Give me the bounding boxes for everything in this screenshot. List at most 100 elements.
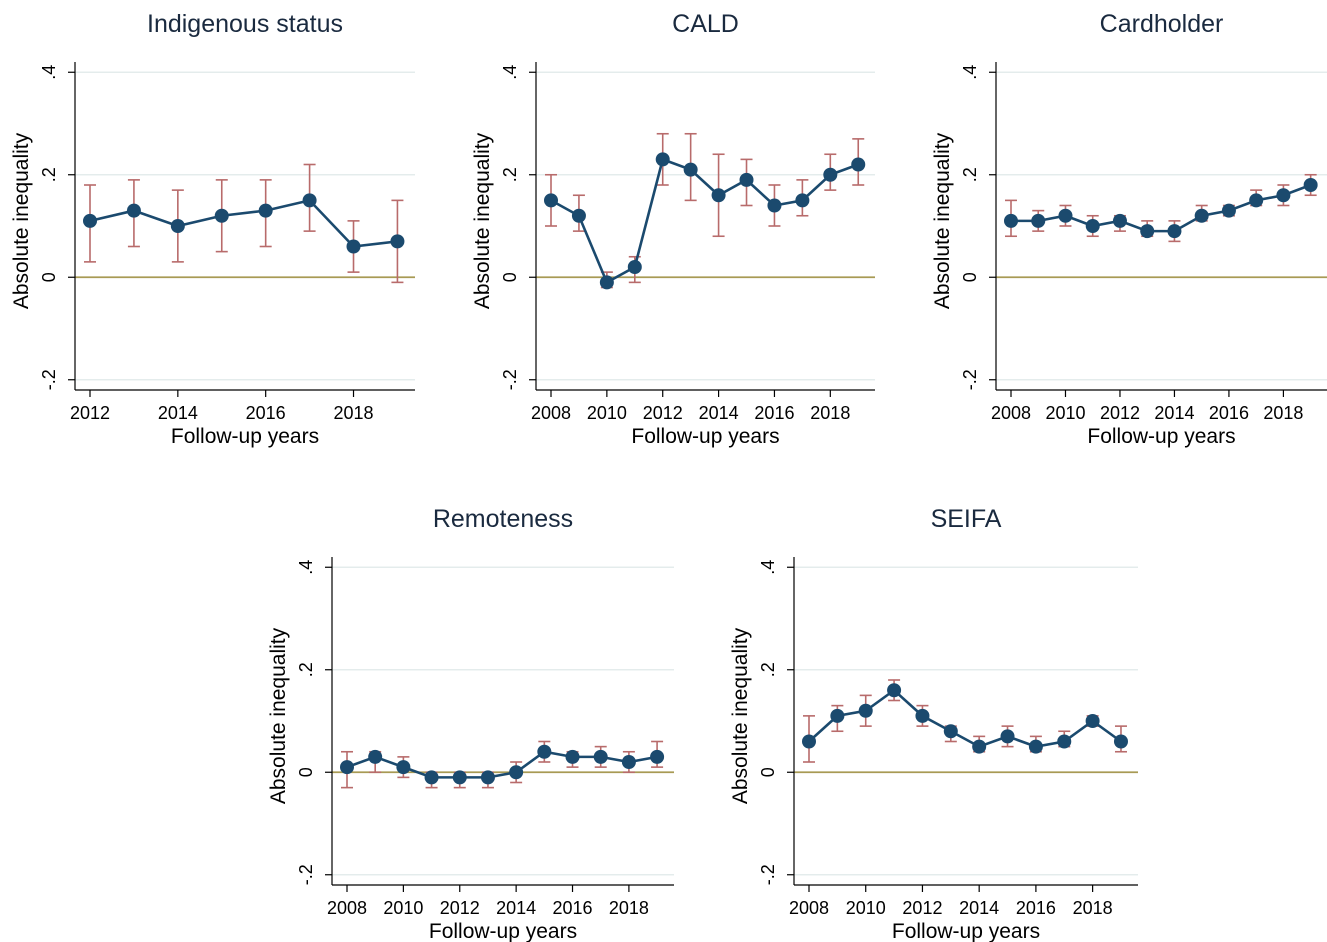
data-point bbox=[83, 213, 97, 228]
y-axis-label: Absolute inequality bbox=[931, 132, 954, 309]
y-tick-label: .2 bbox=[500, 167, 520, 182]
data-point bbox=[802, 734, 816, 749]
data-point bbox=[1057, 734, 1072, 749]
series-line bbox=[1011, 183, 1312, 233]
x-tick-label: 2016 bbox=[552, 898, 592, 918]
chart-title: Indigenous status bbox=[147, 10, 343, 38]
data-point bbox=[126, 203, 141, 218]
data-point bbox=[593, 749, 608, 764]
data-point bbox=[887, 683, 902, 698]
x-tick-label: 2012 bbox=[902, 898, 942, 918]
chart-panel-1: -.2 0 .2 .4 2012 2014 2016 2018 Indigenous statu… bbox=[10, 10, 415, 448]
data-point bbox=[1028, 739, 1043, 754]
x-axis-label: Follow-up years bbox=[1087, 425, 1235, 448]
x-tick-label: 2018 bbox=[1263, 403, 1303, 423]
x-tick-label: 2018 bbox=[333, 403, 373, 423]
data-point bbox=[424, 770, 439, 785]
data-point bbox=[1085, 714, 1100, 728]
data-point bbox=[170, 219, 185, 233]
x-tick-label: 2014 bbox=[959, 898, 999, 918]
x-tick-label: 2008 bbox=[531, 403, 571, 423]
data-point bbox=[830, 708, 845, 723]
data-point bbox=[1113, 734, 1128, 749]
x-tick-label: 2012 bbox=[440, 898, 480, 918]
data-point bbox=[650, 749, 665, 764]
x-tick-label: 2018 bbox=[810, 403, 850, 423]
x-tick-label: 2008 bbox=[789, 898, 829, 918]
data-point bbox=[1004, 213, 1018, 228]
chart-panel-2: -.2 0 .2 .4 2008 2010 2012 2014 2016 2018 CALD Foll… bbox=[471, 10, 875, 448]
data-point bbox=[739, 172, 754, 187]
x-tick-label: 2014 bbox=[158, 403, 198, 423]
y-tick-label: .2 bbox=[296, 662, 316, 677]
y-tick-label: 0 bbox=[758, 767, 778, 777]
data-point bbox=[368, 749, 383, 764]
chart-panel-3: -.2 0 .2 .4 2008 2010 2012 2014 2016 2018 Cardhold… bbox=[931, 10, 1327, 448]
data-point bbox=[972, 739, 987, 754]
series-line bbox=[346, 750, 658, 779]
y-tick-label: -.2 bbox=[960, 369, 980, 390]
x-tick-label: 2012 bbox=[643, 403, 683, 423]
data-point bbox=[621, 755, 636, 769]
x-axis-label: Follow-up years bbox=[429, 920, 577, 942]
data-point bbox=[795, 193, 810, 208]
y-tick-label: -.2 bbox=[39, 369, 59, 390]
x-axis-label: Follow-up years bbox=[631, 425, 779, 448]
x-axis-label: Follow-up years bbox=[892, 920, 1040, 942]
x-tick-label: 2010 bbox=[1045, 403, 1085, 423]
chart-title: Cardholder bbox=[1100, 10, 1224, 38]
y-axis-label: Absolute inequality bbox=[267, 627, 290, 804]
x-tick-label: 2014 bbox=[1154, 403, 1194, 423]
x-tick-label: 2016 bbox=[246, 403, 286, 423]
y-axis-label: Absolute inequality bbox=[471, 132, 494, 309]
y-tick-label: 0 bbox=[960, 272, 980, 282]
x-tick-label: 2018 bbox=[1073, 898, 1113, 918]
y-tick-label: 0 bbox=[296, 767, 316, 777]
y-tick-label: 0 bbox=[500, 272, 520, 282]
data-point bbox=[537, 744, 552, 759]
data-point bbox=[509, 765, 524, 780]
x-tick-label: 2014 bbox=[496, 898, 536, 918]
y-tick-label: .4 bbox=[500, 65, 520, 80]
data-point bbox=[1085, 219, 1100, 233]
x-tick-label: 2016 bbox=[1209, 403, 1249, 423]
y-tick-label: .4 bbox=[758, 560, 778, 575]
data-point bbox=[340, 760, 354, 775]
data-point bbox=[346, 239, 361, 254]
data-point bbox=[571, 208, 586, 223]
data-point bbox=[858, 703, 873, 718]
data-point bbox=[711, 188, 726, 203]
data-point bbox=[1221, 203, 1236, 218]
data-point bbox=[1249, 193, 1264, 208]
data-point bbox=[1140, 224, 1155, 239]
series-line bbox=[89, 198, 398, 248]
data-point bbox=[767, 198, 782, 213]
data-point bbox=[627, 260, 642, 274]
x-tick-label: 2010 bbox=[383, 898, 423, 918]
x-tick-label: 2010 bbox=[846, 898, 886, 918]
data-point bbox=[1000, 729, 1015, 744]
data-point bbox=[452, 770, 467, 785]
data-point bbox=[655, 152, 670, 167]
y-tick-label: .2 bbox=[39, 167, 59, 182]
data-point bbox=[1058, 208, 1073, 223]
data-point bbox=[1167, 224, 1182, 239]
x-tick-label: 2016 bbox=[754, 403, 794, 423]
data-point bbox=[480, 770, 495, 785]
y-tick-label: -.2 bbox=[758, 864, 778, 885]
data-point bbox=[214, 208, 229, 223]
y-tick-label: -.2 bbox=[296, 864, 316, 885]
data-point bbox=[544, 193, 558, 208]
y-tick-label: 0 bbox=[39, 272, 59, 282]
data-point bbox=[851, 157, 866, 172]
data-point bbox=[1194, 208, 1209, 223]
data-point bbox=[390, 234, 405, 249]
chart-panel-5: -.2 0 .2 .4 2008 2010 2012 2014 2016 2018 SEIFA Fol… bbox=[729, 505, 1138, 942]
data-point bbox=[1031, 213, 1046, 228]
data-point bbox=[1303, 178, 1318, 192]
series-line bbox=[808, 688, 1122, 749]
y-tick-label: -.2 bbox=[500, 369, 520, 390]
chart-title: CALD bbox=[672, 10, 739, 38]
x-tick-label: 2014 bbox=[699, 403, 739, 423]
